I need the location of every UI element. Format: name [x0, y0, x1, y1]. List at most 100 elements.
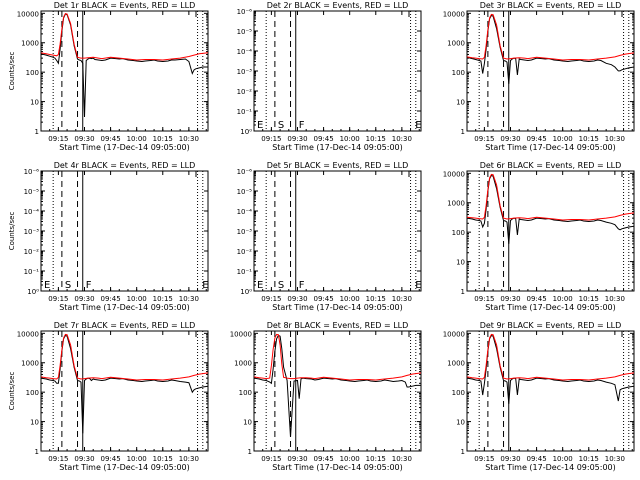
plot-frame [253, 10, 422, 132]
x-tick-label: 09:30 [287, 135, 307, 143]
x-tick-label: 09:15 [48, 135, 68, 143]
y-tick-label: 10⁰ [27, 288, 39, 296]
panel-det4r: Det 4r BLACK = Events, RED = LLD 10⁰ 10⁻¹ 1… [8, 161, 209, 312]
x-tick-label: 09:15 [474, 455, 494, 463]
panel-title: Det 2r BLACK = Events, RED = LLD [267, 1, 409, 10]
series-line-events [40, 334, 209, 434]
x-axis-label: Start Time (17-Dec-14 09:05:00) [59, 303, 190, 312]
y-tick-label: 1 [461, 128, 465, 136]
x-tick-label: 10:15 [153, 455, 173, 463]
y-tick-label: 10 [456, 99, 465, 107]
y-tick-label: 10 [456, 259, 465, 267]
y-tick-label: 10⁻⁶ [24, 168, 40, 176]
y-tick-label: 1000 [447, 40, 465, 48]
event-marker-label: E [415, 280, 421, 291]
x-tick-label: 10:30 [392, 295, 412, 303]
x-tick-label: 10:15 [579, 455, 599, 463]
series-line-lld [253, 333, 422, 381]
y-tick-label: 10⁻⁵ [237, 28, 253, 36]
x-tick-label: 09:45 [100, 455, 120, 463]
x-axis-label: Start Time (17-Dec-14 09:05:00) [59, 143, 190, 152]
x-tick-label: 10:00 [553, 135, 573, 143]
series-line-events [253, 334, 421, 438]
y-tick-label: 10⁰ [240, 288, 252, 296]
panel-det6r: Det 6r BLACK = Events, RED = LLD 1 10 100 10… [443, 161, 635, 312]
x-tick-label: 10:00 [127, 295, 147, 303]
y-tick-label: 100 [452, 229, 465, 237]
y-tick-label: 10 [30, 419, 39, 427]
y-tick-label: 10000 [443, 10, 465, 18]
x-tick-label: 10:00 [127, 455, 147, 463]
x-tick-label: 09:30 [500, 135, 520, 143]
y-tick-label: 10 [30, 99, 39, 107]
x-tick-label: 09:45 [313, 455, 333, 463]
x-tick-label: 09:45 [526, 295, 546, 303]
y-tick-label: 100 [26, 389, 39, 397]
y-tick-label: 10000 [230, 330, 252, 338]
y-tick-label: 10⁻⁴ [237, 208, 253, 216]
x-axis-label: Start Time (17-Dec-14 09:05:00) [485, 463, 616, 472]
x-tick-label: 09:15 [474, 295, 494, 303]
x-tick-label: 10:00 [340, 135, 360, 143]
panel-title: Det 6r BLACK = Events, RED = LLD [480, 161, 622, 170]
panel-title: Det 9r BLACK = Events, RED = LLD [480, 321, 622, 330]
series-line-events [466, 14, 635, 84]
y-tick-label: 1 [35, 448, 39, 456]
event-marker-label: S [278, 120, 284, 131]
plot-frame [253, 330, 422, 452]
y-tick-label: 10⁻⁵ [24, 188, 40, 196]
panel-det5r: Det 5r BLACK = Events, RED = LLD 10⁰ 10⁻¹ 1… [237, 161, 422, 312]
x-axis-label: Start Time (17-Dec-14 09:05:00) [272, 303, 403, 312]
x-tick-label: 09:30 [74, 135, 94, 143]
y-tick-label: 10⁻¹ [237, 268, 253, 276]
x-tick-label: 09:15 [48, 455, 68, 463]
x-axis-label: Start Time (17-Dec-14 09:05:00) [485, 143, 616, 152]
event-marker-label: E [257, 120, 263, 131]
x-axis-label: Start Time (17-Dec-14 09:05:00) [59, 463, 190, 472]
series-line-lld [40, 13, 209, 61]
panel-title: Det 7r BLACK = Events, RED = LLD [54, 321, 196, 330]
y-tick-label: 10000 [17, 10, 39, 18]
panel-det8r: Det 8r BLACK = Events, RED = LLD 1 10 100 10… [230, 321, 422, 472]
x-tick-label: 09:45 [100, 135, 120, 143]
plot-frame [466, 330, 635, 452]
x-tick-label: 10:30 [392, 455, 412, 463]
y-tick-label: 10⁻³ [24, 228, 40, 236]
y-axis-label: Counts/sec [8, 372, 16, 411]
y-tick-label: 10 [243, 419, 252, 427]
series-line-events [466, 174, 635, 244]
plot-frame [40, 170, 209, 292]
y-tick-label: 10⁻⁵ [237, 188, 253, 196]
x-tick-label: 09:30 [500, 455, 520, 463]
x-tick-label: 10:00 [127, 135, 147, 143]
x-tick-label: 09:45 [313, 135, 333, 143]
x-tick-label: 10:30 [605, 455, 625, 463]
y-tick-label: 10 [456, 419, 465, 427]
y-tick-label: 10⁻² [237, 88, 253, 96]
x-tick-label: 09:30 [287, 455, 307, 463]
series-line-lld [466, 333, 635, 381]
x-tick-label: 10:30 [179, 295, 199, 303]
y-tick-label: 10⁻⁶ [237, 168, 253, 176]
y-tick-label: 1000 [447, 200, 465, 208]
y-axis-label: Counts/sec [8, 212, 16, 251]
y-tick-label: 10000 [443, 170, 465, 178]
panel-det1r: Det 1r BLACK = Events, RED = LLD 1 10 100 10… [8, 1, 209, 152]
x-tick-label: 10:15 [366, 455, 386, 463]
x-tick-label: 10:30 [179, 455, 199, 463]
x-axis-label: Start Time (17-Dec-14 09:05:00) [272, 143, 403, 152]
x-tick-label: 09:45 [313, 295, 333, 303]
event-marker-label: F [299, 120, 305, 131]
panel-title: Det 1r BLACK = Events, RED = LLD [54, 1, 196, 10]
event-marker-label: E [44, 280, 50, 291]
x-tick-label: 09:30 [74, 295, 94, 303]
x-tick-label: 09:30 [500, 295, 520, 303]
x-tick-label: 10:15 [366, 295, 386, 303]
x-tick-label: 09:30 [287, 295, 307, 303]
y-tick-label: 1000 [21, 360, 39, 368]
x-tick-label: 10:30 [179, 135, 199, 143]
x-tick-label: 09:15 [261, 455, 281, 463]
x-tick-label: 09:45 [526, 135, 546, 143]
plot-frame [40, 10, 209, 132]
y-tick-label: 10⁻³ [237, 228, 253, 236]
